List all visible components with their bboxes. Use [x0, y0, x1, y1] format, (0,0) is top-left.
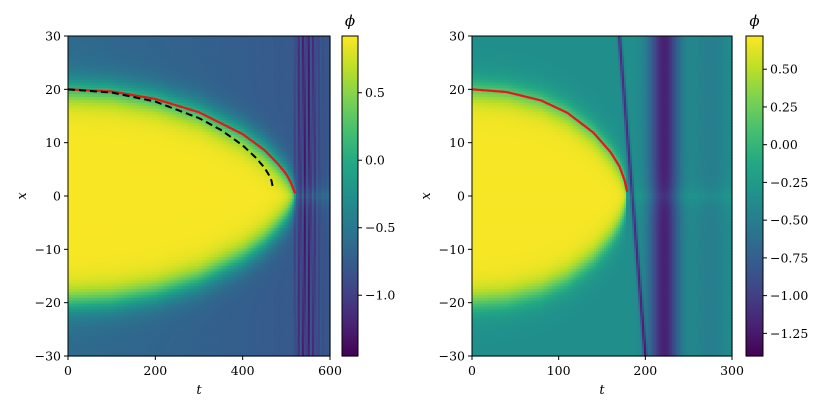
- left-heatmap: [68, 36, 331, 357]
